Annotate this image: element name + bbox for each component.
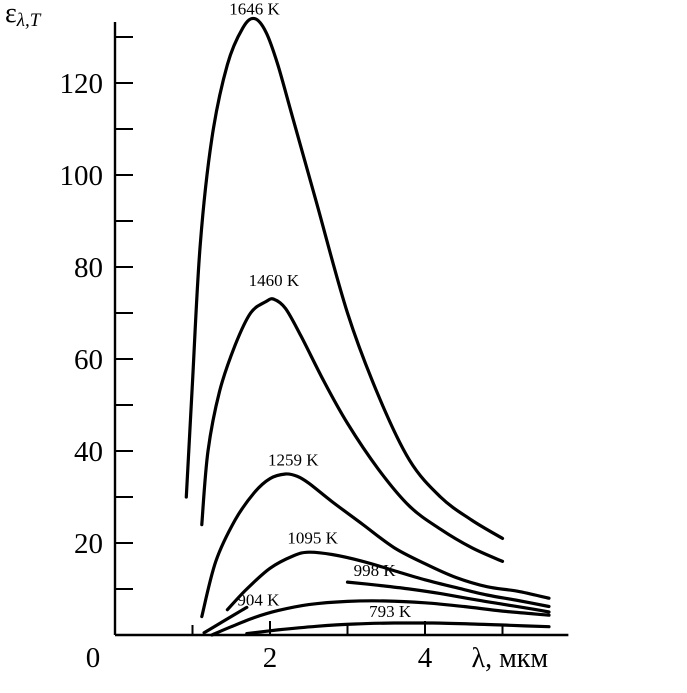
chart-curves — [184, 16, 551, 637]
y-tick-label: 40 — [74, 436, 103, 468]
y-axis-label: ελ,T — [5, 0, 42, 31]
series-line-6 — [210, 599, 551, 637]
chart-labels: 20 40 60 80 100 120 0 2 4 ελ,T λ, мкм 1646 K 1460 K 1… — [5, 0, 548, 674]
x-tick-label: 0 — [86, 642, 101, 674]
y-tick-label: 80 — [74, 252, 103, 284]
y-tick-label: 100 — [60, 160, 104, 192]
series-label-2: 1259 K — [268, 450, 319, 469]
series-label-6: 904 K — [237, 591, 280, 610]
x-tick-label: 2 — [263, 642, 278, 674]
series-line-1 — [200, 297, 505, 563]
series-label-4: 998 K — [354, 561, 397, 580]
series-line-3 — [225, 550, 551, 612]
series-line-5 — [202, 605, 249, 635]
series-label-7: 793 K — [369, 602, 412, 621]
y-tick-label: 20 — [74, 528, 103, 560]
x-axis-label: λ, мкм — [472, 643, 549, 674]
series-label-0: 1646 K — [229, 0, 280, 19]
y-tick-label: 120 — [60, 68, 104, 100]
series-line-2 — [200, 472, 551, 619]
series-line-7 — [245, 621, 551, 636]
y-axis-label-subscript: λ,T — [16, 10, 42, 31]
series-line-4 — [345, 580, 551, 614]
series-label-1: 1460 K — [249, 271, 300, 290]
series-line-0 — [184, 16, 505, 540]
x-tick-label: 4 — [418, 642, 433, 674]
series-label-3: 1095 K — [287, 529, 338, 548]
chart-axes — [113, 22, 569, 637]
y-axis-label-main: ε — [5, 0, 17, 29]
y-tick-label: 60 — [74, 344, 103, 376]
